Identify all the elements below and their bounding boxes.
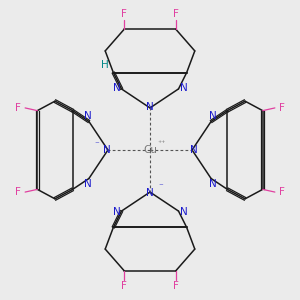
Text: F: F bbox=[279, 103, 285, 113]
Text: N: N bbox=[190, 145, 197, 155]
Text: ⁺⁺: ⁺⁺ bbox=[157, 139, 166, 148]
Text: N: N bbox=[84, 179, 92, 189]
Text: N: N bbox=[146, 188, 154, 198]
Text: ⁻: ⁻ bbox=[158, 182, 163, 191]
Text: N: N bbox=[113, 207, 121, 218]
Text: Cu: Cu bbox=[143, 145, 157, 155]
Text: H: H bbox=[101, 60, 109, 70]
Text: N: N bbox=[146, 102, 154, 112]
Text: N: N bbox=[208, 179, 216, 189]
Text: F: F bbox=[279, 187, 285, 197]
Text: N: N bbox=[84, 111, 92, 121]
Text: F: F bbox=[173, 9, 179, 19]
Text: N: N bbox=[179, 82, 187, 93]
Text: N: N bbox=[208, 111, 216, 121]
Text: N: N bbox=[179, 207, 187, 218]
Text: N: N bbox=[113, 82, 121, 93]
Text: F: F bbox=[173, 281, 179, 291]
Text: F: F bbox=[121, 9, 127, 19]
Text: F: F bbox=[15, 103, 21, 113]
Text: N: N bbox=[103, 145, 110, 155]
Text: ⁻: ⁻ bbox=[94, 140, 99, 149]
Text: F: F bbox=[121, 281, 127, 291]
Text: F: F bbox=[15, 187, 21, 197]
